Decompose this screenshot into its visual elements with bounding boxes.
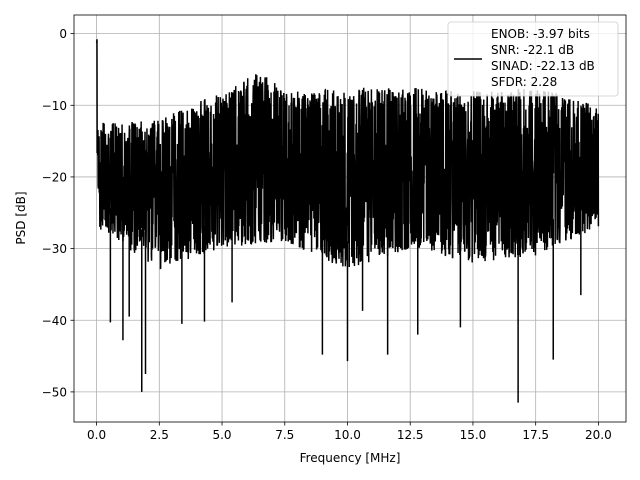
legend-snr: SNR: -22.1 dB: [491, 43, 574, 57]
legend-sfdr: SFDR: 2.28: [491, 75, 557, 89]
x-tick-label: 0.0: [87, 428, 106, 442]
y-axis-label: PSD [dB]: [14, 191, 28, 244]
x-axis-label: Frequency [MHz]: [300, 451, 401, 465]
y-tick-label: −40: [42, 314, 67, 328]
legend-sinad: SINAD: -22.13 dB: [491, 59, 595, 73]
plot-area: [95, 39, 600, 403]
y-tick-label: −50: [42, 385, 67, 399]
x-tick-label: 7.5: [275, 428, 294, 442]
legend-box: [447, 21, 619, 97]
x-tick-label: 2.5: [150, 428, 169, 442]
x-tick-label: 20.0: [585, 428, 612, 442]
x-tick-label: 12.5: [397, 428, 424, 442]
axes-frame: [73, 14, 627, 423]
ticks: 0.0 2.5 5.0 7.5 10.0 12.5 15.0 17.5 20.0 0 −10 −20 −…: [42, 27, 612, 442]
y-tick-label: −20: [42, 170, 67, 184]
psd-series-dips: [109, 206, 582, 403]
psd-series-line: [95, 39, 600, 270]
y-tick-label: −30: [42, 242, 67, 256]
x-tick-label: 17.5: [522, 428, 549, 442]
x-tick-label: 15.0: [460, 428, 487, 442]
legend-enob: ENOB: -3.97 bits: [491, 27, 590, 41]
x-tick-label: 5.0: [212, 428, 231, 442]
x-tick-label: 10.0: [334, 428, 361, 442]
y-tick-label: −10: [42, 99, 67, 113]
legend: ENOB: -3.97 bits SNR: -22.1 dB SINAD: -2…: [447, 21, 619, 97]
y-tick-label: 0: [59, 27, 67, 41]
